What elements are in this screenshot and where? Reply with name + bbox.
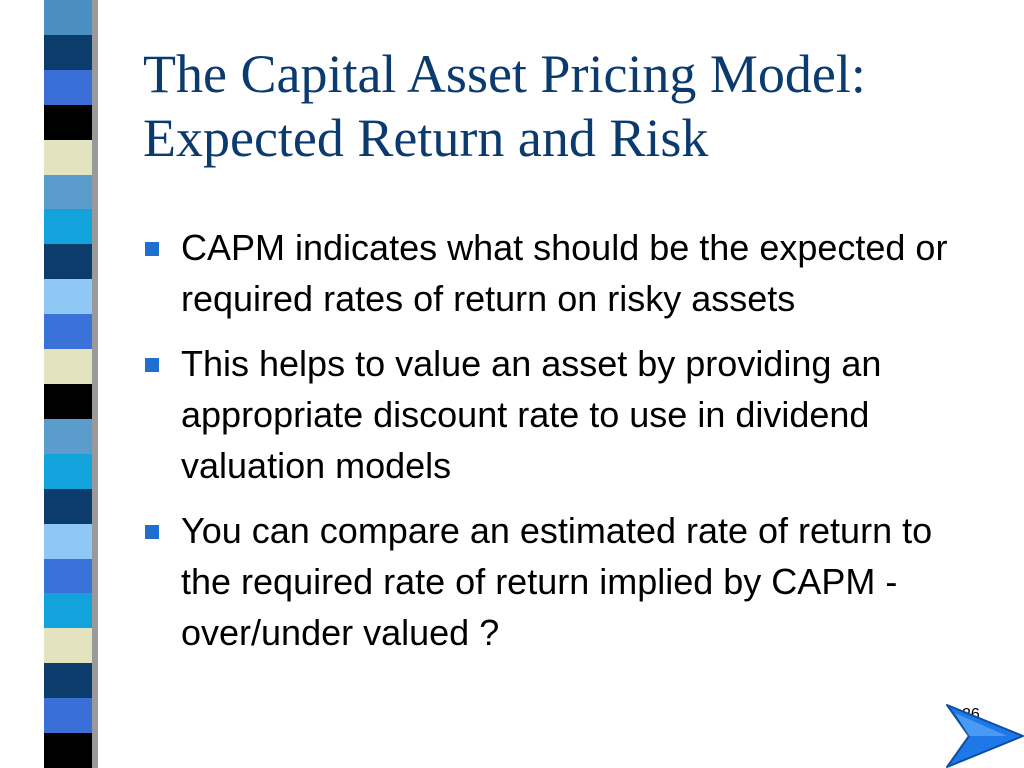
slide-title-line-1: The Capital Asset Pricing Model: xyxy=(143,44,866,104)
bullet-text: You can compare an estimated rate of ret… xyxy=(181,510,933,653)
stripe-segment xyxy=(44,698,92,734)
stripe-segment xyxy=(44,349,92,384)
stripe-segment xyxy=(44,453,92,489)
bullet-list: CAPM indicates what should be the expect… xyxy=(143,222,973,672)
bullet-item: This helps to value an asset by providin… xyxy=(143,338,973,491)
stripe-segment xyxy=(44,174,92,210)
stripe-segment xyxy=(44,244,92,280)
stripe-segment xyxy=(44,104,92,140)
square-bullet-icon xyxy=(145,358,159,372)
bullet-text: CAPM indicates what should be the expect… xyxy=(181,227,948,319)
stripe-segment xyxy=(44,139,92,175)
stripe-segment xyxy=(44,418,92,454)
stripe-segment xyxy=(44,0,92,35)
stripe-segment xyxy=(44,314,92,350)
stripe-bar-shadow xyxy=(92,0,98,768)
bullet-text: This helps to value an asset by providin… xyxy=(181,343,882,486)
stripe-segment xyxy=(44,523,92,559)
stripe-segment xyxy=(44,209,92,245)
square-bullet-icon xyxy=(145,242,159,256)
stripe-segment xyxy=(44,279,92,315)
slide-title: The Capital Asset Pricing Model: Expecte… xyxy=(143,42,1003,170)
stripe-segment xyxy=(44,593,92,629)
stripe-segment xyxy=(44,488,92,524)
stripe-segment xyxy=(44,558,92,594)
bullet-item: CAPM indicates what should be the expect… xyxy=(143,222,973,324)
stripe-segment xyxy=(44,628,92,664)
bullet-item: You can compare an estimated rate of ret… xyxy=(143,505,973,658)
next-arrow-icon[interactable] xyxy=(945,703,1024,768)
stripe-segment xyxy=(44,34,92,70)
stripe-segment xyxy=(44,733,92,768)
stripe-segment xyxy=(44,663,92,699)
stripe-segment xyxy=(44,383,92,419)
square-bullet-icon xyxy=(145,525,159,539)
decorative-stripe-bar xyxy=(44,0,92,768)
stripe-segment xyxy=(44,69,92,105)
slide-title-line-2: Expected Return and Risk xyxy=(143,108,709,168)
